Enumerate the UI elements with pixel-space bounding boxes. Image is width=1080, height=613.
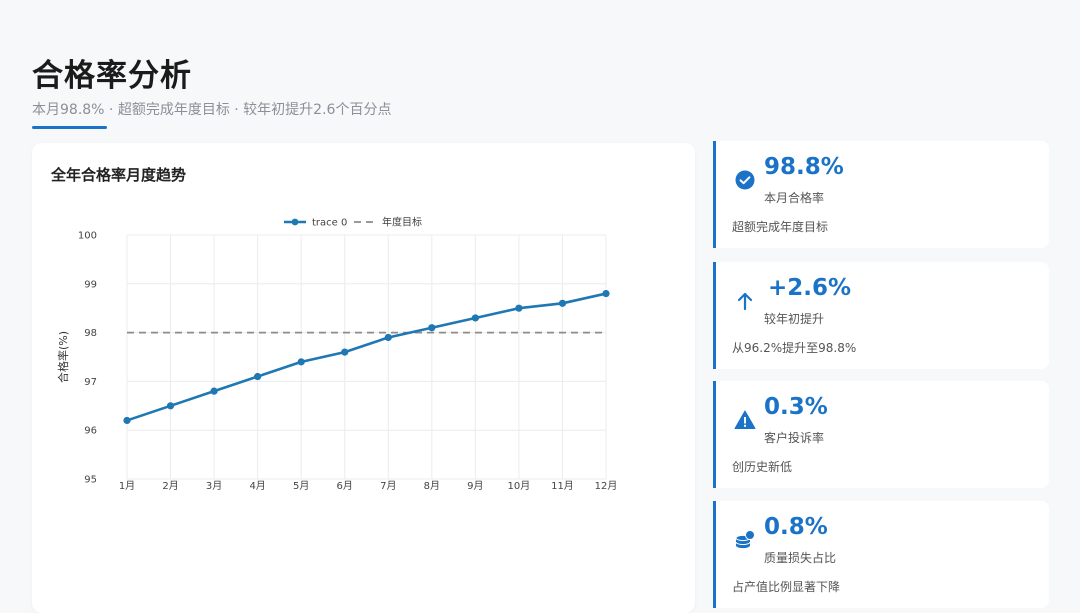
- stat-card-pass-rate: 98.8% 本月合格率 超额完成年度目标: [713, 141, 1049, 248]
- stat-card-quality-loss: 0.8% 质量损失占比 占产值比例显著下降: [713, 501, 1049, 608]
- data-point: [558, 299, 567, 307]
- x-tick-label: 1月: [119, 480, 135, 492]
- stat-desc: 创历史新低: [732, 460, 793, 474]
- page-subtitle: 本月98.8% · 超额完成年度目标 · 较年初提升2.6个百分点: [32, 102, 392, 118]
- legend-swatch-marker: [291, 218, 299, 226]
- x-tick-label: 4月: [249, 480, 265, 492]
- coins-icon: [735, 530, 755, 549]
- x-tick-label: 11月: [551, 480, 574, 492]
- y-tick-label: 98: [84, 328, 97, 339]
- chart-card: 全年合格率月度趋势 95 96 97 98 99 100 1月 2月 3月 4月 5月 6月 7月 8月 9…: [32, 143, 695, 613]
- stat-value: +2.6%: [768, 275, 852, 301]
- stat-label: 本月合格率: [764, 191, 825, 205]
- x-tick-label: 6月: [337, 480, 353, 492]
- data-point: [384, 333, 392, 342]
- x-tick-label: 8月: [424, 480, 440, 492]
- stat-label: 较年初提升: [764, 312, 825, 326]
- stat-card-improvement: +2.6% 较年初提升 从96.2%提升至98.8%: [713, 262, 1049, 369]
- data-point: [602, 289, 610, 298]
- data-point: [123, 416, 131, 425]
- x-tick-label: 9月: [467, 480, 483, 492]
- data-point: [166, 402, 175, 410]
- x-tick-label: 3月: [206, 480, 222, 492]
- stat-value: 0.3%: [764, 394, 828, 420]
- legend-label: trace 0: [312, 218, 347, 229]
- data-point: [515, 304, 523, 312]
- title-underline: [32, 126, 107, 129]
- x-tick-label: 2月: [162, 480, 178, 492]
- x-tick-label: 10月: [508, 480, 531, 492]
- x-tick-label: 12月: [595, 480, 618, 492]
- stat-card-complaint-rate: 0.3% 客户投诉率 创历史新低: [713, 381, 1049, 488]
- data-point: [210, 387, 218, 395]
- chart-title: 全年合格率月度趋势: [51, 166, 187, 184]
- data-point: [471, 314, 479, 322]
- stat-label: 客户投诉率: [764, 431, 825, 445]
- x-tick-label: 5月: [293, 480, 309, 492]
- y-tick-label: 95: [84, 475, 97, 486]
- legend-label: 年度目标: [382, 216, 422, 229]
- stat-desc: 占产值比例显著下降: [732, 580, 841, 594]
- stat-value: 98.8%: [764, 154, 844, 180]
- data-point: [428, 324, 436, 332]
- line-chart: 95 96 97 98 99 100 1月 2月 3月 4月 5月 6月 7月 8月 9月 10月 11月 12月…: [56, 216, 618, 493]
- stat-desc: 超额完成年度目标: [732, 220, 829, 234]
- x-tick-label: 7月: [380, 480, 396, 492]
- data-point: [297, 358, 305, 366]
- y-tick-label: 100: [78, 231, 97, 242]
- y-axis-label: 合格率(%): [56, 331, 70, 383]
- stat-value: 0.8%: [764, 514, 828, 540]
- stat-label: 质量损失占比: [764, 551, 837, 565]
- y-tick-label: 96: [84, 426, 97, 437]
- check-circle-icon: [735, 170, 755, 190]
- data-point: [341, 348, 349, 356]
- stat-desc: 从96.2%提升至98.8%: [732, 341, 857, 355]
- y-tick-label: 99: [84, 279, 97, 290]
- page-title: 合格率分析: [32, 58, 192, 94]
- warning-icon: [734, 410, 756, 429]
- data-point: [254, 372, 262, 381]
- y-tick-label: 97: [84, 377, 97, 388]
- series-line: [126, 292, 607, 422]
- arrow-up-icon: [737, 292, 753, 311]
